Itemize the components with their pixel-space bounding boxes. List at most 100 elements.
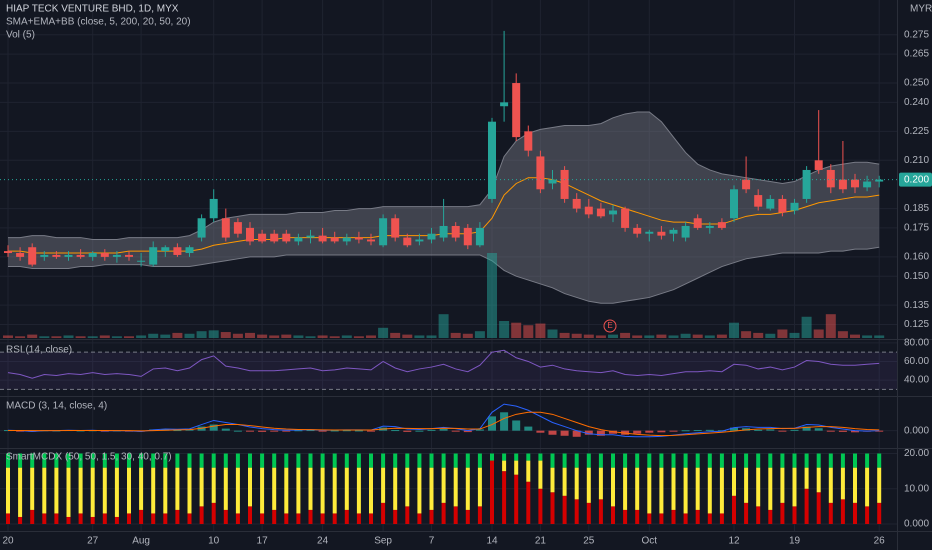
mcdx-segment <box>381 467 386 503</box>
mcdx-segment <box>768 467 773 510</box>
macd-histogram <box>512 420 521 431</box>
candle-body <box>209 198 218 219</box>
mcdx-segment <box>284 453 289 468</box>
mcdx-segment <box>538 488 543 525</box>
candle-body <box>451 225 460 238</box>
mcdx-segment <box>272 509 277 525</box>
volume-bar <box>378 327 389 338</box>
mcdx-segment <box>683 513 688 525</box>
mcdx-segment <box>792 467 797 507</box>
mcdx-segment <box>6 467 10 514</box>
mcdx-segment <box>562 467 567 496</box>
rsi-title: RSI (14, close) <box>6 345 72 356</box>
mcdx-segment <box>66 467 71 517</box>
y-tick-label: 0.135 <box>904 300 929 311</box>
mcdx-segment <box>393 509 398 525</box>
mcdx-segment <box>853 453 857 468</box>
mcdx-segment <box>90 453 95 468</box>
mcdx-segment <box>647 453 652 468</box>
candle-body <box>790 202 799 211</box>
macd-histogram <box>451 430 460 432</box>
candle-body <box>16 253 25 257</box>
mcdx-segment <box>707 467 712 514</box>
mcdx-segment <box>635 453 640 468</box>
mcdx-segment <box>393 467 398 510</box>
mcdx-segment <box>538 460 543 489</box>
mcdx-segment <box>671 453 676 468</box>
mcdx-segment <box>272 467 277 510</box>
mcdx-segment <box>574 499 579 525</box>
macd-histogram <box>851 430 859 433</box>
mcdx-segment <box>514 474 519 525</box>
volume-bar <box>692 334 703 338</box>
volume-label: Vol (5) <box>6 30 35 41</box>
mcdx-segment <box>490 453 494 461</box>
volume-bar <box>535 323 546 338</box>
volume-bar <box>583 334 594 338</box>
mcdx-segment <box>320 467 325 514</box>
mcdx-segment <box>562 495 567 525</box>
volume-bar <box>729 322 739 338</box>
mcdx-segment <box>611 453 615 468</box>
candle-body <box>621 208 630 228</box>
mcdx-segment <box>284 513 289 525</box>
mcdx-segment <box>853 467 857 503</box>
y-tick-label: 0.125 <box>904 319 929 330</box>
mcdx-segment <box>586 453 591 468</box>
volume-bar <box>317 335 328 338</box>
mcdx-title: SmartMCDX (50, 50, 1.5, 30, 40, 0.7) <box>6 452 172 463</box>
mcdx-segment <box>502 471 507 525</box>
mcdx-segment <box>538 453 543 461</box>
macd-histogram <box>391 430 400 432</box>
mcdx-segment <box>840 499 845 525</box>
volume-bar <box>716 334 727 338</box>
x-tick-label: 27 <box>87 536 99 547</box>
mcdx-segment <box>635 509 640 525</box>
macd-histogram <box>294 430 303 432</box>
volume-bar <box>789 332 800 338</box>
volume-bar <box>208 330 219 338</box>
volume-bar <box>862 335 873 338</box>
earnings-label[interactable]: E <box>607 321 612 330</box>
mcdx-segment <box>877 467 882 503</box>
candle-body <box>609 210 617 215</box>
volume-bar <box>620 332 631 338</box>
earnings-marker[interactable] <box>603 319 617 333</box>
volume-bar <box>232 333 243 338</box>
mcdx-segment <box>477 453 482 468</box>
y-tick-label: 0.265 <box>904 49 929 60</box>
mcdx-segment <box>429 467 434 510</box>
y-tick-label: 0.150 <box>904 271 929 282</box>
candle-body <box>875 179 884 182</box>
x-tick-label: 10 <box>208 536 220 547</box>
volume-bar <box>366 335 376 338</box>
mcdx-segment <box>477 467 482 507</box>
mcdx-segment <box>187 513 192 525</box>
volume-bar <box>196 331 207 338</box>
volume-bar <box>511 322 522 338</box>
candle-body <box>149 247 158 265</box>
volume-bar <box>547 329 558 338</box>
volume-bar <box>184 333 195 338</box>
candle-body <box>246 227 254 242</box>
mcdx-segment <box>840 453 845 468</box>
mcdx-segment <box>465 509 470 525</box>
macd-histogram <box>778 430 787 432</box>
candle-body <box>112 254 121 257</box>
candle-body <box>403 237 412 246</box>
volume-bar <box>608 334 618 338</box>
macd-histogram <box>790 429 799 431</box>
mcdx-segment <box>248 506 252 525</box>
volume-bar <box>99 335 110 338</box>
macd-histogram <box>367 430 375 432</box>
volume-bar <box>753 332 764 338</box>
mcdx-segment <box>598 499 603 525</box>
macd-histogram <box>246 430 254 432</box>
candle-body <box>306 235 315 238</box>
mcdx-segment <box>816 492 821 525</box>
mcdx-segment <box>211 453 216 468</box>
mcdx-segment <box>453 506 458 525</box>
plot <box>0 30 897 525</box>
volume-bar <box>632 335 643 338</box>
mcdx-segment <box>477 506 482 525</box>
